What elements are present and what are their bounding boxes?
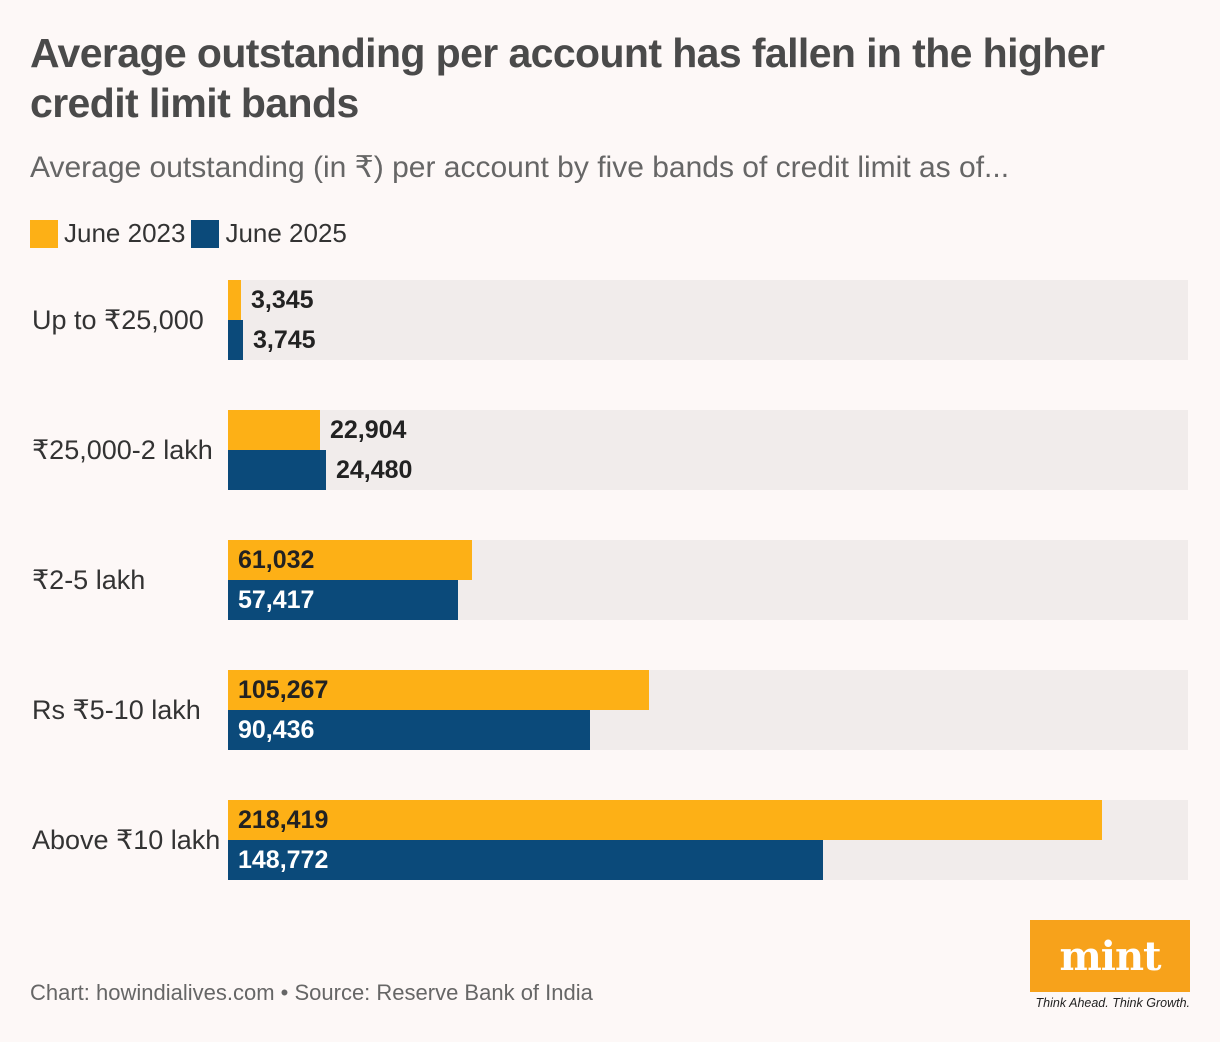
data-label: 24,480: [336, 456, 413, 484]
data-label: 90,436: [238, 716, 315, 744]
bar-june-2023: [228, 670, 649, 710]
data-label: 22,904: [330, 416, 407, 444]
bar-track: [228, 280, 1188, 360]
category-label: ₹25,000-2 lakh: [32, 435, 213, 465]
bar-june-2025: [228, 320, 243, 360]
bar-june-2025: [228, 580, 458, 620]
data-label: 57,417: [238, 586, 315, 614]
bar-track: [228, 410, 1188, 490]
logo-tagline: Think Ahead. Think Growth.: [1035, 996, 1190, 1010]
source-note: Chart: howindialives.com • Source: Reser…: [30, 980, 593, 1005]
bar-june-2025: [228, 840, 823, 880]
data-label: 148,772: [238, 846, 329, 874]
legend-swatch-june-2025: [191, 219, 220, 248]
legend-item-june-2023: June 2023: [30, 218, 185, 249]
bar-june-2025: [228, 710, 590, 750]
legend-label-june-2025: June 2025: [225, 218, 347, 248]
mint-logo: mint: [1030, 920, 1190, 992]
category-label: Above ₹10 lakh: [32, 825, 221, 855]
bar-june-2023: [228, 410, 320, 450]
bar-june-2023: [228, 280, 241, 320]
data-label: 61,032: [238, 546, 315, 574]
bar-june-2025: [228, 450, 326, 490]
category-label: ₹2-5 lakh: [32, 565, 146, 595]
legend-label-june-2023: June 2023: [64, 218, 186, 248]
data-label: 3,745: [253, 326, 316, 354]
bar-june-2023: [228, 800, 1102, 840]
legend: June 2023 June 2025: [30, 218, 353, 249]
category-label: Up to ₹25,000: [32, 305, 204, 335]
chart-subtitle: Average outstanding (in ₹) per account b…: [30, 151, 1010, 184]
legend-item-june-2025: June 2025: [191, 218, 347, 249]
chart-title: Average outstanding per account has fall…: [30, 30, 1105, 126]
legend-swatch-june-2023: [30, 219, 58, 248]
data-label: 218,419: [238, 806, 329, 834]
data-label: 3,345: [251, 286, 314, 314]
logo-wordmark: mint: [1059, 932, 1161, 980]
category-label: Rs ₹5-10 lakh: [32, 695, 201, 725]
bar-june-2023: [228, 540, 472, 580]
data-label: 105,267: [238, 676, 329, 704]
